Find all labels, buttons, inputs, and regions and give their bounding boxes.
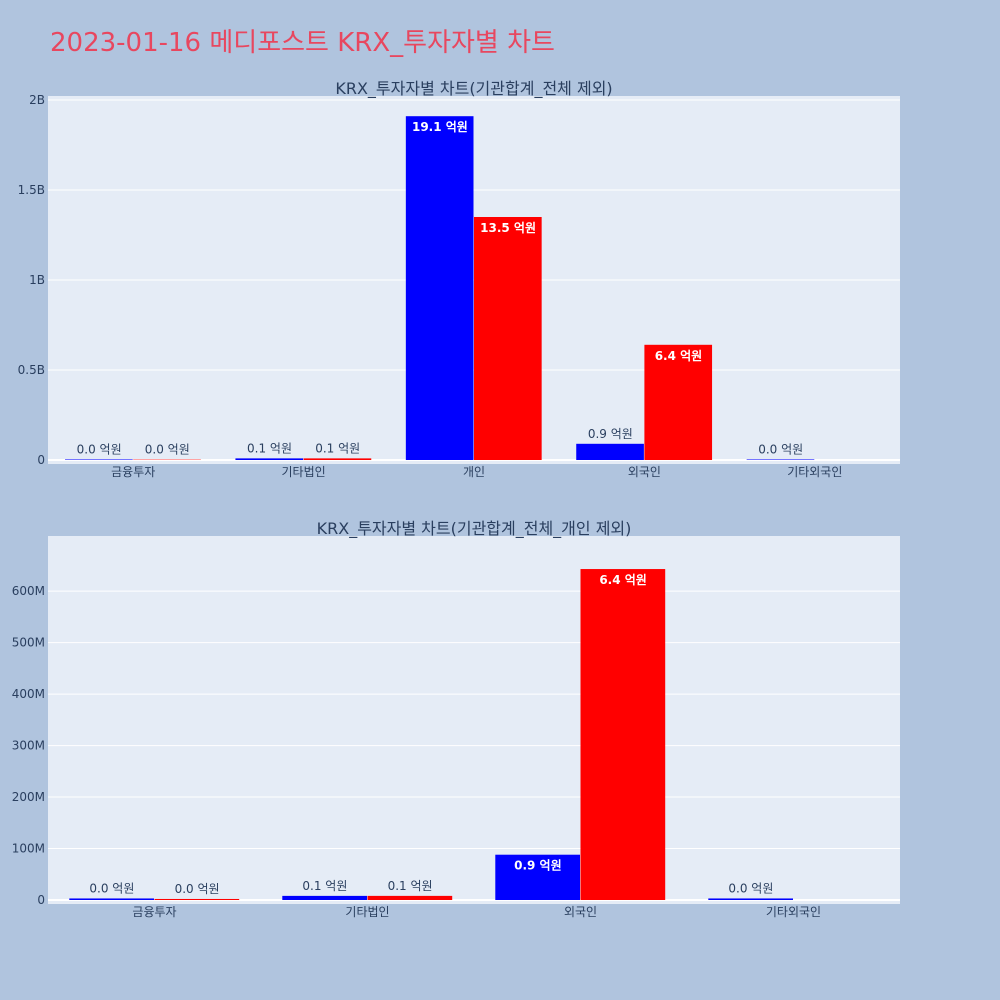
bar [69, 898, 154, 900]
bar [367, 895, 453, 900]
bar-data-label: 6.4 억원 [655, 349, 703, 363]
bar-data-label: 0.1 억원 [388, 879, 433, 893]
chart-1: 0 0.5B 1B 1.5B 2B KRX_투자자별 차트(기관합계_전체 제외) 금융투자… [18, 79, 900, 479]
bar [495, 854, 580, 900]
y-tick-label: 1.5B [18, 183, 45, 197]
plot-background [48, 536, 900, 904]
bar [65, 459, 133, 460]
subplot-title: KRX_투자자별 차트(기관합계_전체 제외) [335, 79, 612, 99]
bar [303, 458, 372, 460]
bar [576, 443, 644, 460]
bar [405, 116, 474, 460]
y-tick-label: 2B [29, 93, 45, 107]
y-tick-label: 0 [37, 453, 45, 467]
x-tick-label: 기타외국인 [766, 905, 821, 919]
y-tick-label: 500M [12, 636, 45, 650]
bar [235, 458, 304, 460]
x-tick-label: 기타외국인 [787, 465, 842, 479]
x-tick-label: 외국인 [628, 465, 661, 479]
chart-2: 0 100M 200M 300M 400M 500M 600M KRX_투자자별 차트(기관합… [12, 519, 900, 919]
y-tick-label: 0 [37, 893, 45, 907]
bar-data-label: 0.9 억원 [514, 859, 562, 873]
y-tick-label: 1B [29, 273, 45, 287]
y-tick-label: 600M [12, 584, 45, 598]
bar-data-label: 0.0 억원 [728, 881, 773, 895]
bar [154, 898, 240, 900]
y-tick-label: 0.5B [18, 363, 45, 377]
bar-data-label: 0.0 억원 [145, 443, 190, 457]
y-tick-label: 200M [12, 790, 45, 804]
bar [708, 898, 793, 900]
x-tick-label: 외국인 [564, 905, 597, 919]
y-tick-label: 300M [12, 739, 45, 753]
bar-data-label: 0.1 억원 [315, 441, 360, 455]
x-tick-label: 금융투자 [132, 905, 176, 919]
bar-data-label: 0.0 억원 [89, 881, 134, 895]
x-tick-label: 금융투자 [111, 465, 155, 479]
page-title: 2023-01-16 메디포스트 KRX_투자자별 차트 [50, 28, 555, 58]
bar-data-label: 0.9 억원 [588, 427, 633, 441]
bar-data-label: 0.0 억원 [77, 442, 122, 456]
subplot-title: KRX_투자자별 차트(기관합계_전체_개인 제외) [317, 519, 632, 539]
bar-data-label: 0.1 억원 [302, 879, 347, 893]
y-tick-label: 100M [12, 842, 45, 856]
bar-data-label: 0.0 억원 [175, 882, 220, 896]
bar [474, 217, 542, 460]
x-tick-label: 개인 [463, 465, 485, 479]
bar-data-label: 19.1 억원 [412, 120, 468, 134]
x-tick-label: 기타법인 [345, 905, 389, 919]
bar-data-label: 0.0 억원 [758, 442, 803, 456]
x-tick-label: 기타법인 [282, 465, 326, 479]
bar [746, 459, 815, 460]
bar-data-label: 0.1 억원 [247, 441, 292, 455]
y-tick-label: 400M [12, 687, 45, 701]
bar-data-label: 13.5 억원 [480, 221, 536, 235]
bar-data-label: 6.4 억원 [599, 573, 647, 587]
bar [282, 895, 367, 900]
bar [644, 344, 713, 460]
bar [580, 569, 666, 900]
